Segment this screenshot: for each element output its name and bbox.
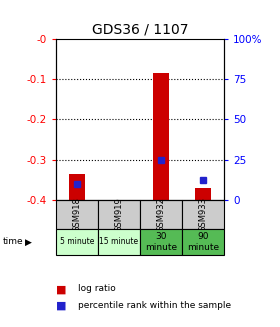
Text: log ratio: log ratio [78,284,116,294]
Bar [56,200,98,229]
Bar [182,200,224,229]
Bar [140,200,182,229]
Text: 30
minute: 30 minute [145,232,177,252]
Text: percentile rank within the sample: percentile rank within the sample [78,301,232,310]
Text: 5 minute: 5 minute [60,237,94,247]
Text: GSM933: GSM933 [199,197,207,232]
Bar [140,229,182,255]
Bar [69,174,85,200]
Bar [182,229,224,255]
Bar [98,229,140,255]
Title: GDS36 / 1107: GDS36 / 1107 [92,23,188,37]
Bar [56,229,98,255]
Text: ▶: ▶ [25,237,32,247]
Text: time: time [3,237,24,247]
Text: GSM918: GSM918 [73,197,81,232]
Text: ■: ■ [56,301,67,311]
Text: ■: ■ [56,284,67,295]
Bar [98,200,140,229]
Text: 90
minute: 90 minute [187,232,219,252]
Text: GSM919: GSM919 [115,197,123,232]
Bar [195,188,211,200]
Text: GSM932: GSM932 [157,197,165,232]
Bar [153,73,169,200]
Text: 15 minute: 15 minute [99,237,139,247]
